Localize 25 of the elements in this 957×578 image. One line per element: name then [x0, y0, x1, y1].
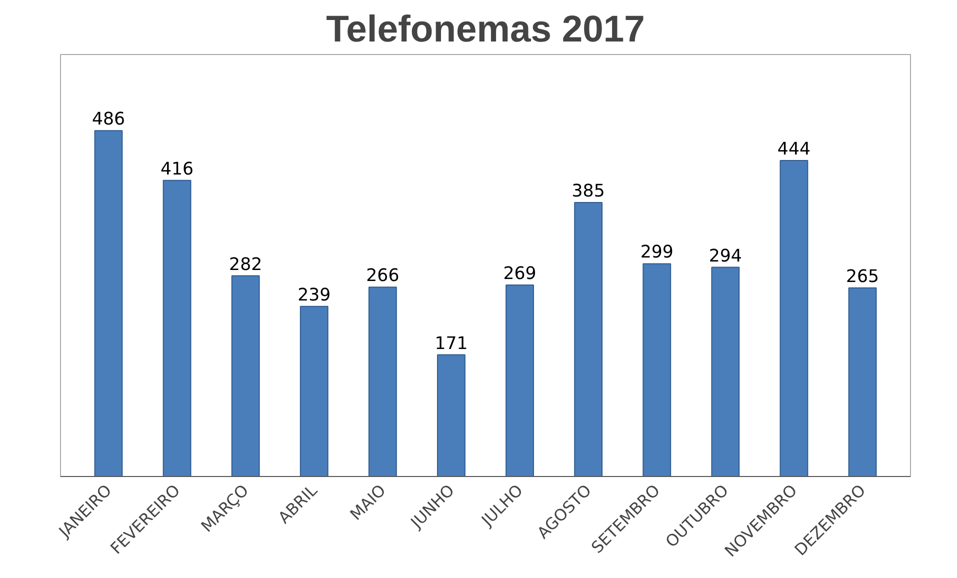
data-label: 265 [846, 266, 880, 287]
bar [94, 130, 123, 476]
data-label: 294 [708, 246, 742, 266]
bar [368, 286, 397, 476]
bar [780, 160, 808, 476]
bar [848, 287, 877, 476]
data-label: 385 [572, 181, 605, 202]
data-label: 239 [298, 285, 331, 306]
data-label: 416 [160, 159, 194, 180]
data-label: 171 [434, 334, 468, 354]
bar [162, 180, 192, 476]
data-label: 269 [503, 264, 536, 284]
chart-title: Telefonemas 2017 [326, 8, 645, 50]
bar [574, 202, 603, 476]
bar [300, 306, 328, 476]
data-label: 299 [640, 242, 674, 263]
bar [506, 284, 534, 476]
data-label: 266 [366, 266, 400, 286]
data-label: 282 [229, 254, 262, 275]
data-label: 486 [92, 110, 126, 130]
bar [642, 263, 672, 476]
bar [711, 266, 740, 476]
bar [437, 354, 466, 476]
bar [231, 275, 260, 476]
data-label: 444 [777, 139, 811, 160]
